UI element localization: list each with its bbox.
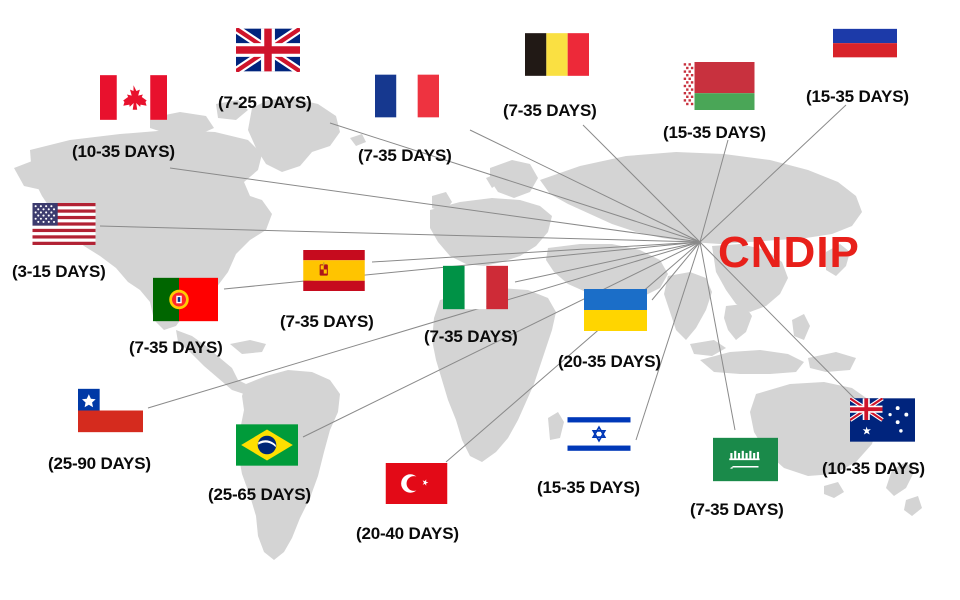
flag-portugal-icon: [153, 277, 218, 322]
flag-brazil-icon: [236, 423, 298, 467]
route-line-canada: [169, 167, 701, 243]
flag-chile-icon: [78, 388, 143, 433]
delivery-time-label-united-states: (3-15 DAYS): [12, 262, 106, 281]
route-line-ukraine: [651, 241, 701, 301]
route-line-chile: [147, 241, 701, 409]
delivery-time-label-brazil: (25-65 DAYS): [208, 485, 311, 504]
route-line-russia: [699, 104, 847, 243]
route-line-brazil: [302, 241, 701, 438]
delivery-time-label-ukraine: (20-35 DAYS): [558, 352, 661, 371]
delivery-time-label-turkey: (20-40 DAYS): [356, 524, 459, 543]
flag-united-states-icon: [30, 203, 98, 245]
delivery-time-label-italy: (7-35 DAYS): [424, 327, 518, 346]
delivery-time-label-belarus: (15-35 DAYS): [663, 123, 766, 142]
flag-italy-icon: [443, 265, 508, 310]
flag-ukraine-icon: [583, 289, 648, 331]
route-line-united-kingdom: [329, 122, 701, 243]
delivery-time-label-canada: (10-35 DAYS): [72, 142, 175, 161]
route-line-saudi-arabia: [699, 241, 736, 431]
delivery-time-label-saudi-arabia: (7-35 DAYS): [690, 500, 784, 519]
flag-belgium-icon: [525, 32, 589, 77]
delivery-time-label-israel: (15-35 DAYS): [537, 478, 640, 497]
delivery-time-label-portugal: (7-35 DAYS): [129, 338, 223, 357]
delivery-time-label-belgium: (7-35 DAYS): [503, 101, 597, 120]
flag-france-icon: [375, 73, 439, 119]
delivery-time-label-united-kingdom: (7-25 DAYS): [218, 93, 312, 112]
flag-united-kingdom-icon: [236, 28, 300, 72]
route-line-belarus: [699, 139, 729, 243]
hub-label-cndip: CNDIP: [718, 228, 860, 277]
route-line-turkey: [445, 241, 701, 463]
route-line-israel: [635, 241, 701, 441]
flag-belarus-icon: [682, 62, 755, 110]
route-line-united-states: [99, 225, 701, 243]
flag-russia-icon: [833, 14, 897, 58]
route-line-australia: [699, 241, 857, 401]
delivery-time-label-france: (7-35 DAYS): [358, 146, 452, 165]
route-line-france: [469, 129, 701, 243]
route-line-italy: [514, 241, 701, 283]
route-line-spain: [371, 241, 701, 263]
flag-australia-icon: [850, 398, 915, 442]
delivery-time-label-russia: (15-35 DAYS): [806, 87, 909, 106]
flag-spain-icon: [300, 250, 368, 291]
route-line-belgium: [582, 124, 701, 243]
delivery-time-label-spain: (7-35 DAYS): [280, 312, 374, 331]
flag-canada-icon: [100, 75, 167, 120]
flag-israel-icon: [566, 413, 632, 455]
flag-saudi-arabia-icon: [713, 437, 778, 482]
delivery-time-label-australia: (10-35 DAYS): [822, 459, 925, 478]
flag-turkey-icon: [383, 463, 450, 504]
delivery-time-label-chile: (25-90 DAYS): [48, 454, 151, 473]
